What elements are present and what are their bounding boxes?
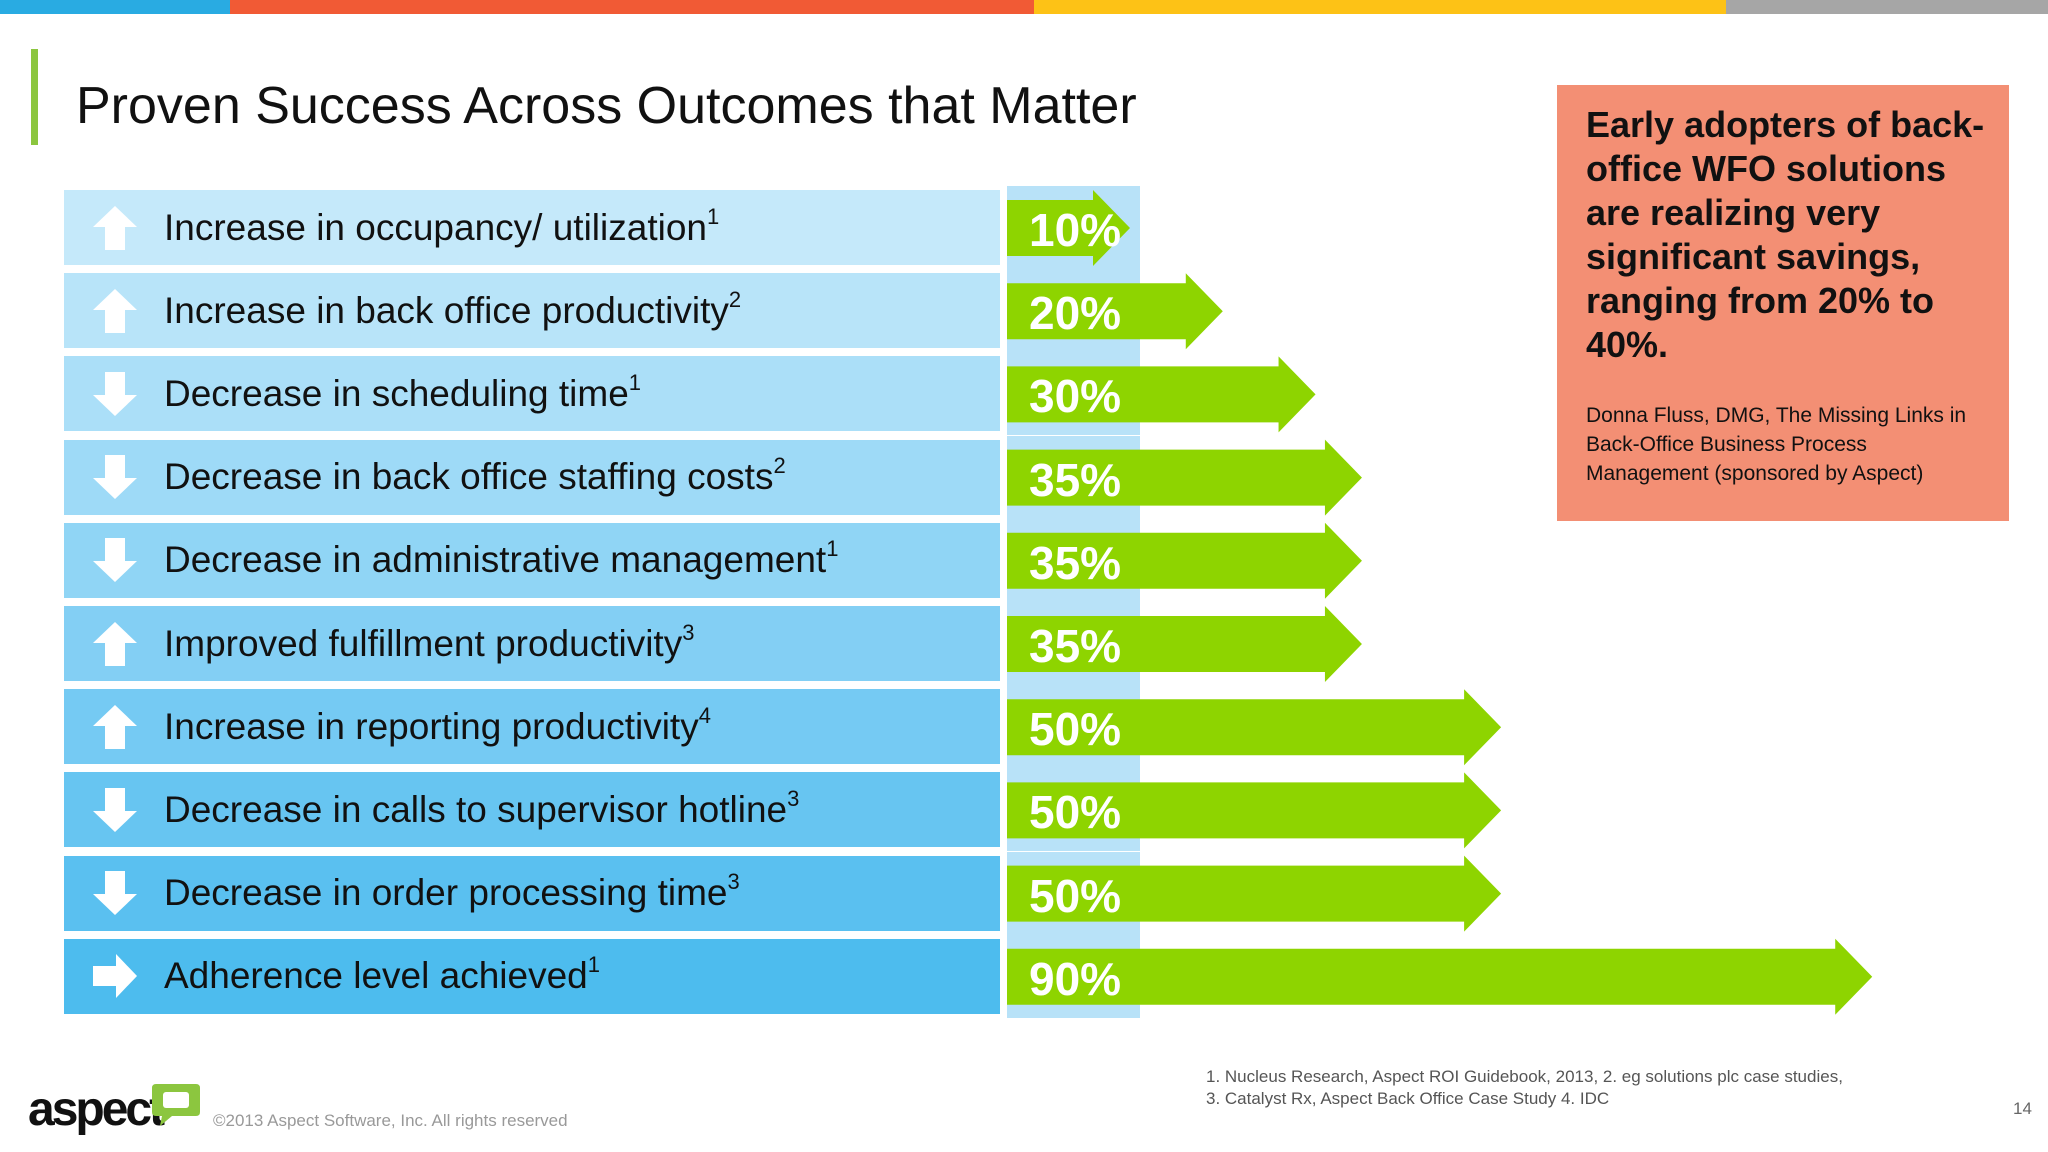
aspect-logo: aspect xyxy=(28,1083,165,1136)
outcome-label: Increase in back office productivity2 xyxy=(164,286,742,332)
percentage-label: 35% xyxy=(1029,620,1122,672)
footnote-marker: 1 xyxy=(706,203,720,229)
copyright-text: ©2013 Aspect Software, Inc. All rights r… xyxy=(213,1111,568,1130)
outcome-row: Increase in back office productivity2 xyxy=(64,273,1000,349)
footnote-marker: 1 xyxy=(826,536,839,562)
outcome-label-text: Improved fulfillment productivity xyxy=(164,622,683,664)
outcome-row: Decrease in back office staffing costs2 xyxy=(64,439,1000,515)
outcome-label-text: Increase in occupancy/ utilization xyxy=(164,206,707,248)
percentage-label: 30% xyxy=(1029,370,1122,423)
outcome-row: Adherence level achieved1 xyxy=(64,938,1000,1014)
arrow-right-icon xyxy=(93,954,137,999)
title-accent-line xyxy=(31,49,38,145)
arrow-up-icon xyxy=(93,288,137,333)
value-arrow-bar xyxy=(1007,855,1502,932)
quote-text: Early adopters of back-office WFO soluti… xyxy=(1586,104,1985,365)
outcome-label-text: Increase in reporting productivity xyxy=(164,705,699,747)
percentage-label: 50% xyxy=(1029,869,1122,922)
percentage-label: 20% xyxy=(1029,287,1122,340)
outcome-label-text: Decrease in back office staffing costs xyxy=(164,456,774,498)
quote-source: Donna Fluss, DMG, The Missing Links in B… xyxy=(1586,404,1967,485)
page-number: 14 xyxy=(2013,1099,2032,1118)
footnote-marker: 1 xyxy=(628,369,642,395)
percentage-label: 50% xyxy=(1029,786,1122,839)
outcome-label: Increase in reporting productivity4 xyxy=(164,702,711,748)
top-bar-segment-yellow xyxy=(1034,0,1726,14)
outcome-label-text: Decrease in scheduling time xyxy=(164,372,629,414)
outcome-row: Decrease in order processing time3 xyxy=(64,855,1000,931)
outcome-label: Decrease in scheduling time1 xyxy=(164,369,642,415)
arrow-up-icon xyxy=(93,704,137,749)
percentage-label: 10% xyxy=(1029,204,1122,256)
outcome-label: Adherence level achieved1 xyxy=(164,952,600,997)
arrow-down-icon xyxy=(93,538,137,583)
arrow-up-icon xyxy=(93,621,137,666)
percentage-label: 90% xyxy=(1029,952,1122,1005)
top-bar-segment-blue xyxy=(0,0,230,14)
outcome-label: Increase in occupancy/ utilization1 xyxy=(164,203,720,249)
percentage-label: 35% xyxy=(1029,536,1122,589)
percentage-label: 50% xyxy=(1029,703,1122,756)
percentage-label: 35% xyxy=(1029,453,1122,506)
footnote-marker: 4 xyxy=(698,702,711,728)
outcome-label: Decrease in back office staffing costs2 xyxy=(164,453,786,498)
footnote-marker: 3 xyxy=(727,869,740,895)
value-arrow-bar xyxy=(1007,273,1223,350)
arrow-down-icon xyxy=(93,871,137,916)
footnote-line-2: 3. Catalyst Rx, Aspect Back Office Case … xyxy=(1206,1089,1610,1108)
footnote-marker: 2 xyxy=(773,453,786,479)
outcome-label-text: Decrease in administrative management xyxy=(164,539,827,581)
arrow-down-icon xyxy=(93,787,137,832)
top-color-bar xyxy=(0,0,2048,14)
value-arrow-bar xyxy=(1007,938,1873,1015)
speech-bubble-logo-icon xyxy=(152,1084,200,1126)
outcome-row: Decrease in administrative management1 xyxy=(64,522,1000,598)
top-bar-segment-orange xyxy=(230,0,1034,14)
outcome-label: Decrease in administrative management1 xyxy=(164,536,839,581)
outcome-label: Decrease in calls to supervisor hotline3 xyxy=(164,785,800,831)
outcome-label: Decrease in order processing time3 xyxy=(164,869,740,914)
outcome-row: Increase in occupancy/ utilization1 xyxy=(64,190,1000,265)
footnote-marker: 3 xyxy=(787,785,800,811)
outcome-row: Decrease in scheduling time1 xyxy=(64,356,1000,432)
value-arrow-bar xyxy=(1007,606,1362,682)
slide-title: Proven Success Across Outcomes that Matt… xyxy=(76,77,1137,135)
value-arrow-bar xyxy=(1007,522,1362,599)
arrow-down-icon xyxy=(93,455,137,500)
value-arrow-bar xyxy=(1007,356,1316,433)
outcome-label: Improved fulfillment productivity3 xyxy=(164,619,695,665)
outcome-label-text: Decrease in calls to supervisor hotline xyxy=(164,788,788,830)
arrow-up-icon xyxy=(93,205,137,250)
footnote-marker: 1 xyxy=(587,952,600,978)
quote-box: Early adopters of back-office WFO soluti… xyxy=(1557,85,2009,521)
arrow-down-icon xyxy=(93,371,137,416)
footnote-marker: 2 xyxy=(728,286,742,312)
footnotes: 1. Nucleus Research, Aspect ROI Guideboo… xyxy=(1206,1066,1843,1110)
outcome-row: Improved fulfillment productivity3 xyxy=(64,606,1000,681)
outcome-row: Increase in reporting productivity4 xyxy=(64,689,1000,765)
outcome-label-text: Adherence level achieved xyxy=(164,955,588,997)
outcome-label-text: Decrease in order processing time xyxy=(164,872,728,914)
value-arrow-bar xyxy=(1007,772,1502,849)
value-arrow-bar xyxy=(1007,439,1362,516)
footnote-line-1: 1. Nucleus Research, Aspect ROI Guideboo… xyxy=(1206,1067,1843,1086)
top-bar-segment-gray xyxy=(1726,0,2048,14)
value-arrow-bar xyxy=(1007,689,1502,766)
footnote-marker: 3 xyxy=(682,619,695,645)
value-arrow-bar xyxy=(1007,190,1130,266)
outcome-label-text: Increase in back office productivity xyxy=(164,289,729,331)
outcome-row: Decrease in calls to supervisor hotline3 xyxy=(64,772,1000,848)
